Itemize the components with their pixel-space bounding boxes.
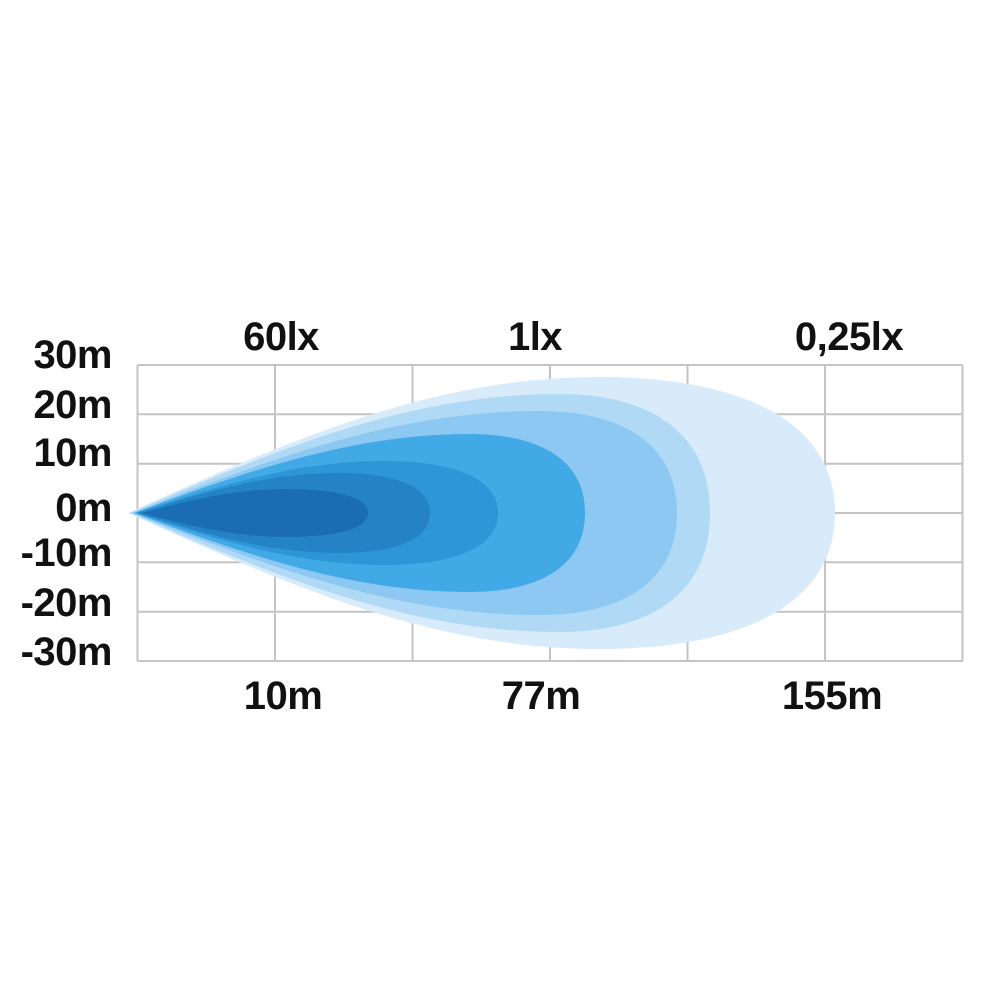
y-axis-label-minus20m: -20m (20, 581, 113, 625)
top-axis-label-60lx: 60lx (243, 315, 319, 359)
top-axis-label-1lx: 1lx (507, 315, 563, 359)
y-axis-label-minus30m: -30m (20, 630, 113, 674)
bottom-axis-label-77m: 77m (501, 674, 581, 718)
bottom-axis-label-155m: 155m (781, 674, 883, 718)
beam-contours (128, 377, 835, 649)
bottom-axis-label-10m: 10m (243, 674, 323, 718)
y-axis-label-0m: 0m (55, 486, 112, 530)
beam-contour-core (142, 489, 368, 537)
y-axis-label-30m: 30m (33, 333, 112, 377)
y-axis-label-20m: 20m (33, 383, 112, 427)
y-axis-label-10m: 10m (33, 431, 112, 475)
top-axis-label-025lx: 0,25lx (794, 315, 904, 359)
y-axis-label-minus10m: -10m (20, 531, 113, 575)
